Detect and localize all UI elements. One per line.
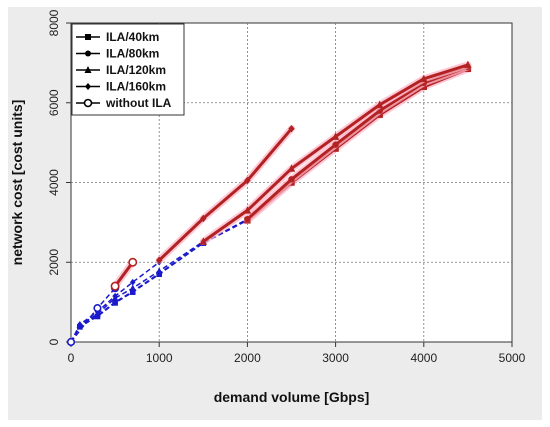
- data-point: [464, 60, 472, 69]
- data-point: [66, 337, 76, 347]
- data-point: [332, 141, 339, 148]
- data-point: [199, 237, 207, 245]
- data-point: [129, 278, 136, 286]
- legend-marker: [84, 66, 92, 73]
- y-tick-label: 0: [47, 338, 61, 345]
- legend: ILA/40km ILA/80km ILA/120km ILA/160km withou…: [71, 23, 185, 116]
- x-tick-label: 3000: [322, 351, 349, 365]
- data-point: [93, 304, 102, 313]
- x-axis-title: demand volume [Gbps]: [214, 389, 370, 405]
- series-without-ila: [66, 257, 138, 347]
- data-point: [129, 284, 137, 291]
- y-tick-label: 8000: [47, 9, 61, 36]
- x-tick-label: 4000: [410, 351, 437, 365]
- data-point: [112, 292, 118, 300]
- data-point: [376, 100, 384, 108]
- series-layer: [66, 60, 472, 347]
- series-line: [113, 261, 134, 288]
- x-tick-label: 5000: [499, 351, 526, 365]
- data-point: [288, 124, 295, 133]
- legend-marker: [85, 83, 91, 90]
- legend-marker: [83, 98, 93, 108]
- data-point: [420, 74, 428, 83]
- data-point: [288, 176, 295, 183]
- series-line: [70, 219, 248, 343]
- data-point: [110, 281, 120, 291]
- legend-label: without ILA: [105, 96, 172, 110]
- data-point: [155, 267, 163, 274]
- x-tick-label: 0: [68, 351, 75, 365]
- x-tick-label: 2000: [234, 351, 261, 365]
- series-ila-160km: [68, 124, 295, 346]
- data-point: [331, 132, 340, 140]
- data-point: [244, 176, 251, 185]
- y-tick-label: 2000: [47, 249, 61, 276]
- data-point: [244, 215, 251, 223]
- legend-label: ILA/160km: [106, 80, 166, 94]
- series-line: [70, 261, 160, 343]
- data-point: [287, 164, 296, 172]
- data-point: [200, 214, 207, 223]
- x-tick-label: 1000: [146, 351, 173, 365]
- y-tick-label: 4000: [47, 169, 61, 196]
- data-point: [128, 257, 138, 267]
- legend-marker: [85, 34, 91, 40]
- legend-label: ILA/40km: [106, 30, 159, 44]
- y-tick-label: 6000: [47, 89, 61, 116]
- series-line: [158, 127, 293, 262]
- data-point: [156, 256, 163, 264]
- data-point: [77, 321, 83, 328]
- y-axis-title: network cost [cost units]: [9, 100, 25, 266]
- legend-label: ILA/80km: [106, 47, 159, 61]
- legend-marker: [85, 50, 91, 57]
- data-point: [243, 206, 252, 214]
- legend-label: ILA/120km: [106, 63, 166, 77]
